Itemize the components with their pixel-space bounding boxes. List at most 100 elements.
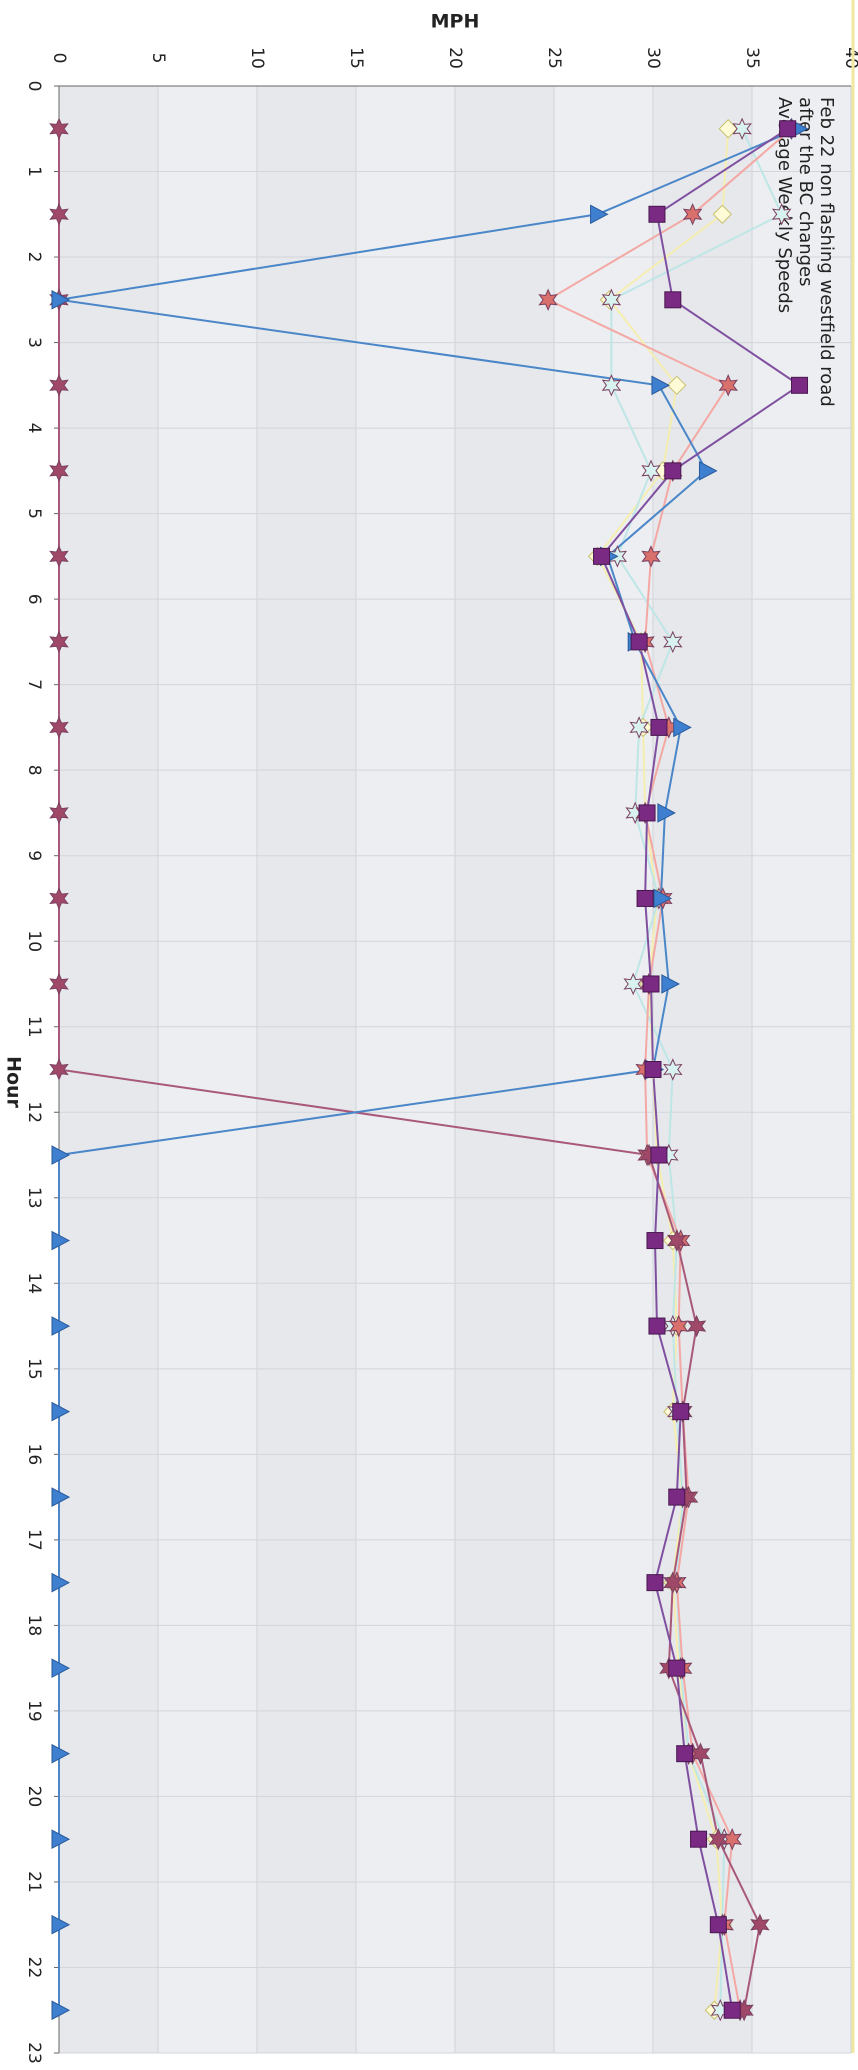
x-tick-label: 8	[24, 765, 44, 776]
marker	[779, 120, 797, 138]
marker	[644, 1061, 662, 1078]
y-tick-label: 15	[346, 47, 366, 69]
marker	[51, 1316, 71, 1336]
marker	[661, 974, 680, 994]
marker	[664, 291, 682, 309]
x-tick-label: 7	[24, 679, 44, 690]
x-tick-label: 19	[24, 1700, 44, 1722]
marker	[718, 374, 738, 397]
marker	[682, 203, 703, 226]
x-tick-label: 22	[24, 1957, 44, 1979]
marker	[51, 1572, 71, 1593]
y-tick-label: 30	[643, 47, 663, 69]
marker	[51, 1914, 71, 1935]
plot-band	[554, 86, 653, 2053]
marker	[49, 545, 69, 568]
marker	[590, 204, 609, 225]
x-tick-label: 3	[24, 337, 44, 348]
y-axis-label: MPH	[431, 11, 480, 33]
x-tick-label: 11	[24, 1016, 44, 1038]
x-tick-label: 15	[24, 1358, 44, 1380]
marker	[771, 203, 792, 226]
marker	[641, 459, 661, 483]
marker	[686, 1314, 707, 1338]
x-axis-label: Hour	[3, 1056, 25, 1108]
marker	[51, 1658, 71, 1678]
marker	[668, 1488, 686, 1506]
y-tick-label: 5	[148, 53, 168, 64]
marker	[49, 716, 69, 739]
chart-title: after the BC changes	[795, 97, 816, 287]
marker	[676, 1745, 694, 1763]
x-tick-label: 9	[24, 850, 44, 861]
x-tick-label: 1	[24, 166, 44, 177]
marker	[601, 374, 622, 397]
marker	[708, 1827, 729, 1851]
x-tick-label: 0	[24, 81, 44, 92]
marker	[698, 461, 718, 481]
marker	[51, 1743, 71, 1764]
marker	[653, 888, 672, 909]
marker	[648, 205, 666, 223]
marker	[49, 374, 69, 397]
marker	[629, 716, 649, 739]
y-tick-label: 20	[445, 47, 465, 69]
marker	[49, 630, 69, 654]
x-tick-label: 18	[24, 1615, 44, 1637]
x-tick-label: 16	[24, 1444, 44, 1466]
marker	[648, 1317, 666, 1335]
marker	[51, 289, 71, 310]
x-tick-label: 14	[24, 1272, 44, 1294]
marker	[51, 2000, 71, 2021]
marker	[791, 376, 809, 394]
x-tick-label: 21	[24, 1871, 44, 1893]
marker	[663, 1571, 683, 1594]
marker	[668, 1659, 686, 1677]
marker	[672, 1403, 690, 1421]
plot-band	[158, 86, 257, 2053]
marker	[642, 975, 660, 993]
marker	[750, 1913, 770, 1936]
marker	[49, 1058, 69, 1081]
marker	[667, 375, 687, 396]
marker	[690, 1830, 708, 1848]
marker	[49, 801, 69, 825]
x-tick-label: 2	[24, 252, 44, 263]
y-tick-label: 10	[247, 47, 267, 69]
marker	[49, 887, 69, 910]
chart-title: Feb 22 non flashing westfield road	[816, 97, 837, 407]
marker	[646, 1574, 664, 1592]
y-tick-label: 35	[742, 47, 762, 69]
marker	[49, 203, 69, 226]
plot-band	[752, 86, 851, 2053]
marker	[651, 375, 671, 396]
marker	[638, 804, 656, 822]
x-tick-label: 4	[24, 423, 44, 434]
marker	[723, 2001, 741, 2019]
x-tick-label: 6	[24, 594, 44, 605]
x-tick-label: 23	[24, 2042, 44, 2064]
y-tick-label: 25	[544, 47, 564, 69]
marker	[49, 459, 69, 483]
marker	[650, 718, 668, 736]
x-tick-label: 12	[24, 1101, 44, 1123]
marker	[732, 117, 752, 141]
marker	[51, 1230, 71, 1251]
marker	[709, 1916, 727, 1934]
marker	[646, 1232, 664, 1250]
marker	[593, 547, 611, 565]
marker	[636, 889, 654, 907]
marker	[664, 462, 682, 480]
marker	[673, 717, 692, 738]
marker	[667, 1229, 687, 1252]
marker	[49, 117, 69, 141]
x-tick-label: 20	[24, 1786, 44, 1808]
x-tick-label: 17	[24, 1529, 44, 1551]
marker	[630, 633, 648, 651]
marker	[538, 288, 558, 312]
marker	[51, 1829, 71, 1850]
marker	[657, 803, 676, 823]
x-tick-label: 13	[24, 1187, 44, 1209]
marker	[51, 1401, 71, 1422]
